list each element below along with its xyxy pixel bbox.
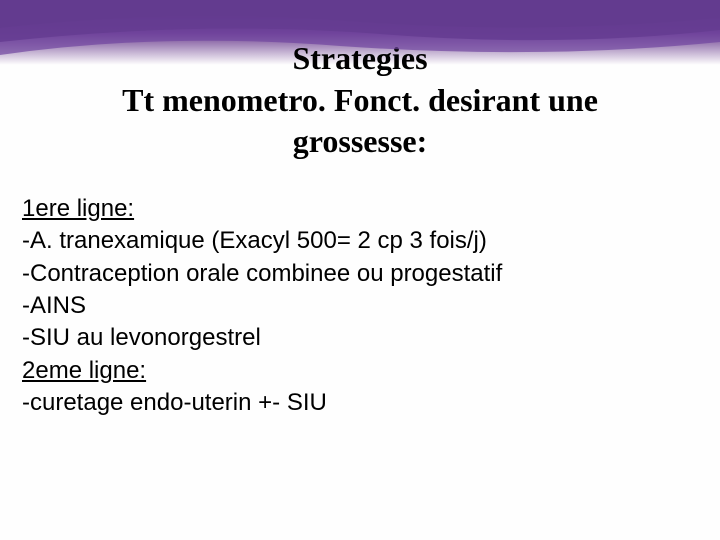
heading-1ere-ligne: 1ere ligne: [22,193,700,225]
heading-2eme-ligne: 2eme ligne: [22,355,700,387]
title-line-1: Strategies [292,40,427,76]
body-line: -SIU au levonorgestrel [22,322,700,354]
body-line: -curetage endo-uterin +- SIU [22,387,700,419]
slide-body: 1ere ligne: -A. tranexamique (Exacyl 500… [20,193,700,420]
title-line-3: grossesse: [293,123,428,159]
body-line: -A. tranexamique (Exacyl 500= 2 cp 3 foi… [22,225,700,257]
title-line-2: Tt menometro. Fonct. desirant une [122,82,598,118]
body-line: -AINS [22,290,700,322]
body-line: -Contraception orale combinee ou progest… [22,258,700,290]
slide-container: Strategies Tt menometro. Fonct. desirant… [0,0,720,540]
slide-title: Strategies Tt menometro. Fonct. desirant… [20,38,700,163]
